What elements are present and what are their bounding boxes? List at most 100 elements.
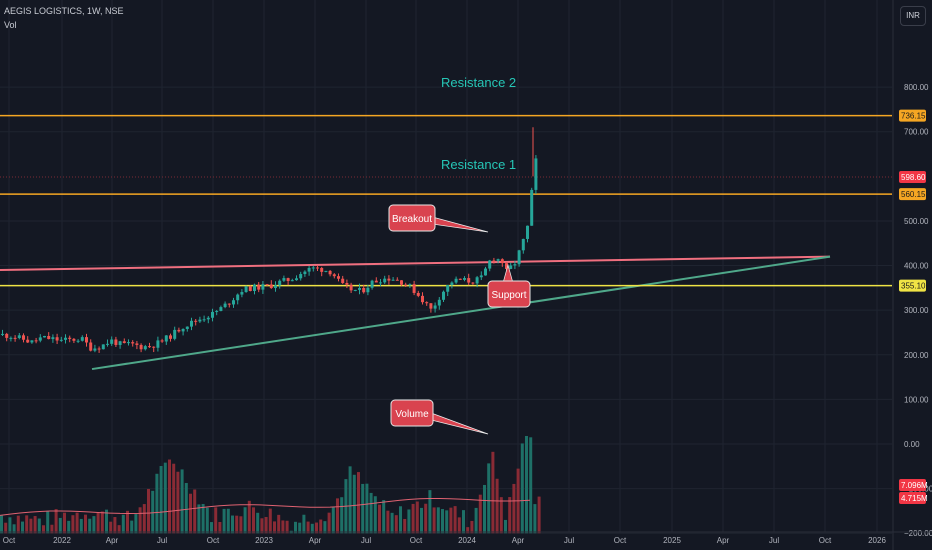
volume-bar	[247, 500, 251, 534]
candle-body	[316, 267, 319, 269]
candle-body	[513, 264, 517, 266]
volume-badge-text: 4.715M	[901, 494, 928, 503]
resistance-trendline	[0, 255, 831, 272]
volume-bar	[365, 483, 369, 534]
volume-bar	[105, 509, 108, 534]
candle-body	[160, 340, 164, 342]
volume-bar	[21, 521, 24, 534]
candle-body	[341, 278, 345, 283]
volume-bar	[424, 503, 428, 534]
y-tick-label: 700.00	[904, 128, 929, 137]
volume-bar	[310, 523, 314, 534]
candle-body	[9, 337, 13, 339]
volume-bar	[151, 490, 155, 534]
volume-bar	[428, 490, 432, 534]
candle-body	[278, 280, 282, 286]
x-tick-label: 2022	[53, 536, 71, 545]
volume-badge	[899, 479, 926, 491]
candle-body	[442, 291, 445, 300]
volume-bar	[537, 496, 541, 534]
volume-bar	[504, 519, 507, 534]
candle-body	[177, 329, 181, 332]
candle-body	[5, 333, 9, 338]
volume-bar	[382, 500, 386, 534]
volume-bar	[386, 510, 390, 534]
volume-bar	[29, 518, 33, 534]
candle-body	[17, 335, 21, 339]
volume-bar	[130, 520, 134, 534]
volume-bar	[163, 462, 167, 534]
volume-bar	[491, 451, 495, 534]
candle-body	[110, 339, 114, 344]
x-tick-label: 2026	[868, 536, 886, 545]
candle-body	[72, 338, 76, 341]
candle-body	[509, 265, 513, 269]
volume-bar	[487, 463, 491, 534]
volume-bar	[147, 488, 150, 534]
candle-body	[215, 310, 219, 312]
volume-bar	[226, 508, 230, 534]
y-tick-label: −200.00	[904, 529, 932, 538]
candle-body	[59, 339, 63, 341]
candle-body	[219, 307, 223, 311]
volume-bar	[33, 516, 37, 534]
candle-body	[30, 340, 34, 343]
candle-body	[353, 289, 357, 291]
volume-bar	[478, 494, 482, 534]
candle-body	[265, 284, 269, 286]
volume-bar	[67, 520, 71, 534]
volume-bar	[520, 443, 524, 534]
candle-body	[395, 279, 399, 281]
candle-body	[282, 278, 286, 281]
candle-body	[505, 263, 508, 269]
volume-indicator-label: Vol	[4, 20, 17, 30]
candle-body	[240, 292, 244, 295]
candle-body	[51, 337, 55, 340]
candle-body	[248, 286, 252, 291]
candle-body	[421, 295, 424, 303]
callout-breakout-text: Breakout	[392, 214, 432, 225]
volume-bar	[264, 516, 268, 534]
volume-bar	[525, 435, 528, 534]
volume-bar	[138, 507, 142, 534]
volume-bar	[319, 519, 323, 534]
candle-body	[190, 320, 193, 327]
candle-body	[198, 319, 202, 322]
volume-bar	[457, 517, 461, 534]
candle-body	[500, 259, 504, 264]
volume-bar	[197, 504, 201, 534]
volume-bar	[357, 472, 360, 534]
volume-bar	[323, 521, 327, 534]
candle-body	[484, 268, 487, 276]
candle-body	[416, 292, 420, 296]
candle-body	[47, 335, 51, 340]
volume-bar	[113, 517, 117, 534]
candle-body	[185, 326, 189, 329]
candle-body	[101, 344, 105, 350]
candle-body	[244, 286, 248, 293]
candle-body	[328, 270, 332, 275]
volume-bar	[315, 522, 318, 534]
volume-bar	[218, 521, 222, 534]
volume-bar	[16, 515, 20, 534]
callout-support-text: Support	[491, 290, 526, 301]
candle-body	[202, 319, 206, 321]
volume-bar	[172, 463, 176, 534]
candle-body	[332, 274, 336, 277]
volume-bar	[281, 520, 285, 534]
currency-button[interactable]: INR	[900, 6, 926, 26]
volume-bar	[0, 515, 3, 534]
candle-body	[387, 278, 391, 281]
candle-body	[366, 287, 370, 293]
volume-bar	[210, 522, 213, 534]
volume-bar	[470, 520, 474, 534]
candle-body	[89, 342, 93, 351]
volume-badge-text: 7.096M	[901, 481, 928, 490]
volume-bar	[58, 517, 62, 534]
volume-bar	[378, 504, 381, 534]
candle-body	[408, 284, 412, 286]
volume-bar	[466, 527, 470, 534]
volume-bar	[239, 516, 243, 534]
volume-bar	[453, 506, 457, 534]
